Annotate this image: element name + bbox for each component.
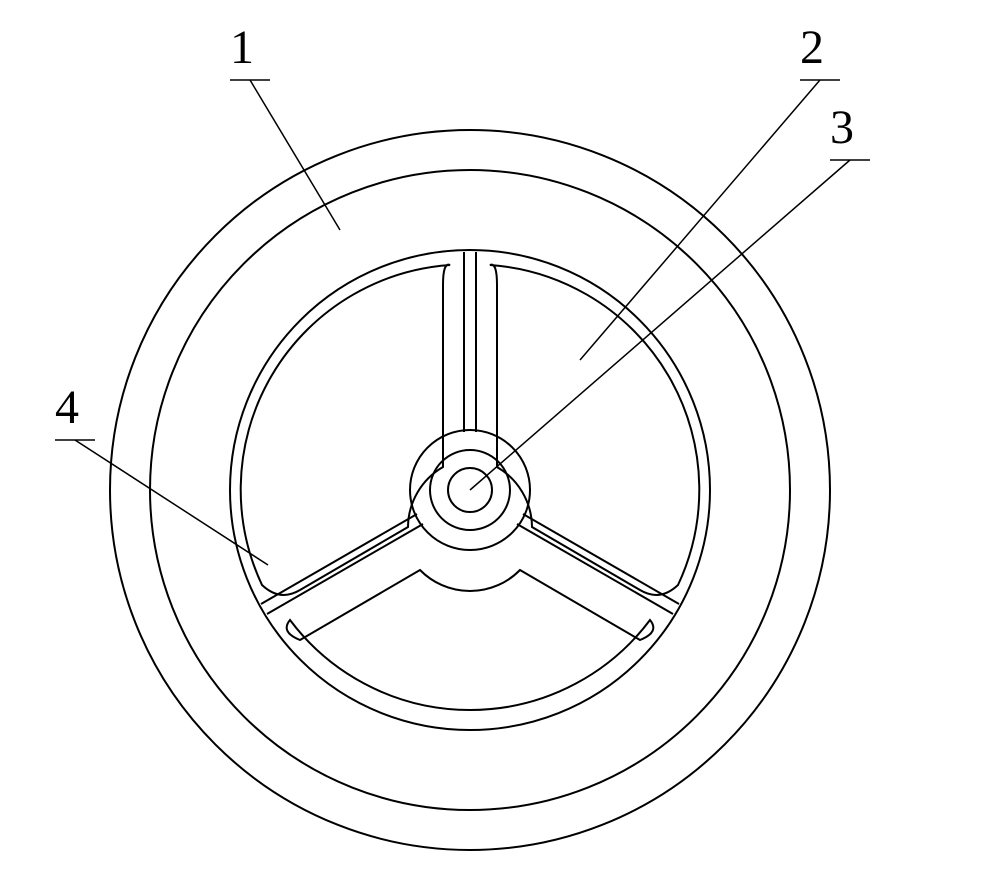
wedge-left	[241, 265, 450, 595]
label-2: 2	[800, 20, 824, 75]
label-4: 4	[55, 380, 79, 435]
spoke-top	[464, 252, 476, 432]
label-1: 1	[230, 20, 254, 75]
leader-lines	[55, 80, 870, 565]
spoke-bottom-left	[261, 514, 423, 614]
label-3: 3	[830, 100, 854, 155]
wedge-right	[490, 265, 699, 595]
spoke-bottom-right	[517, 514, 679, 614]
wedge-bottom	[287, 570, 654, 710]
diagram-container: 1 2 3 4	[0, 0, 1000, 875]
